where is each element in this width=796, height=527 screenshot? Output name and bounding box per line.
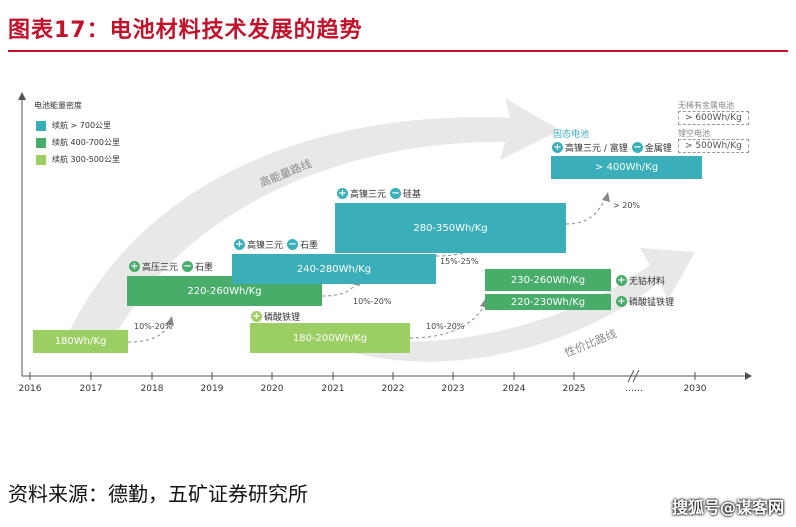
minus-icon: − — [287, 239, 299, 250]
tag-label: 石墨 — [300, 241, 319, 251]
axis-break-mark-2 — [632, 369, 640, 383]
legend-label: 续航 400-700公里 — [52, 138, 120, 147]
connector-2022-2023 — [409, 305, 485, 339]
connector-2024-2025 — [565, 197, 607, 225]
tag-label: 无钴材料 — [629, 277, 666, 287]
source-note: 资料来源：德勤，五矿证券研究所 — [8, 482, 308, 506]
bar-180: 180Wh/Kg — [33, 330, 128, 353]
time-axis-arrowhead — [745, 372, 752, 380]
minus-icon: − — [631, 142, 643, 153]
connector-arrowhead-1 — [166, 316, 174, 326]
plus-icon: + — [129, 261, 140, 272]
watermark: 搜狐号@谋客网 — [671, 498, 784, 517]
bar-280-350: 280-350Wh/Kg — [335, 203, 566, 253]
legend-label: 续航 300-500公里 — [52, 155, 120, 164]
year-label: 2020 — [260, 384, 284, 394]
y-axis-arrowhead — [18, 92, 26, 100]
year-label: 2023 — [441, 384, 465, 394]
future-label-1: 无稀有金属电池 — [678, 101, 734, 110]
year-label: 2021 — [321, 384, 345, 394]
percent-label: 10%-20% — [134, 322, 173, 331]
legend-swatch-teal — [36, 120, 46, 131]
future-value-2: > 500Wh/Kg — [678, 139, 749, 153]
year-label: 2018 — [140, 384, 164, 394]
year-label: 2019 — [200, 384, 224, 394]
tag-label: 磷酸锰铁锂 — [629, 298, 675, 308]
tag-2018: + 高压三元 − 石墨 — [129, 260, 213, 273]
future-value-1: > 600Wh/Kg — [678, 111, 749, 125]
legend-item-teal: 续航 > 700公里 — [36, 120, 111, 131]
tag-cobalt-free: + 无钴材料 — [616, 274, 665, 287]
tag-label: 石墨 — [195, 263, 214, 273]
bar-220-230: 220-230Wh/Kg — [485, 294, 611, 310]
tag-label: 高镍三元 — [350, 190, 387, 200]
tag-lfp: + 磷酸铁锂 — [251, 310, 300, 323]
tag-solid-state-title: 固态电池 — [553, 130, 590, 140]
title-divider — [8, 50, 788, 52]
tag-label: 高压三元 — [142, 263, 179, 273]
percent-label: 15%-25% — [440, 257, 479, 266]
percent-label: 10%-20% — [426, 322, 465, 331]
tag-label: 硅基 — [403, 190, 422, 200]
year-label: 2017 — [79, 384, 103, 394]
legend-item-lightgreen: 续航 300-500公里 — [36, 154, 120, 165]
year-ellipsis: …… — [625, 384, 643, 394]
plus-icon: + — [616, 275, 627, 286]
y-axis-label: 电池能量密度 — [34, 101, 82, 110]
tag-2020: + 高镍三元 − 石墨 — [234, 238, 318, 251]
tag-label: 高镍三元 — [247, 241, 284, 251]
year-label: 2022 — [381, 384, 405, 394]
future-label-2: 锂空电池 — [678, 129, 710, 138]
legend-label: 续航 > 700公里 — [52, 121, 112, 130]
bar-240-280: 240-280Wh/Kg — [232, 254, 436, 284]
tag-label: 磷酸铁锂 — [264, 313, 301, 323]
tag-label: 高镍三元 / 富锂 — [565, 144, 628, 154]
year-label: 2024 — [502, 384, 526, 394]
high-energy-route-arrow — [70, 98, 560, 345]
bar-180-200: 180-200Wh/Kg — [250, 323, 410, 353]
year-ticks — [29, 372, 696, 380]
plus-icon: + — [337, 188, 348, 199]
tag-label: 金属锂 — [644, 144, 672, 154]
tag-2021: + 高镍三元 − 硅基 — [337, 187, 421, 200]
tag-2025: + 高镍三元 / 富锂 − 金属锂 — [552, 141, 672, 154]
percent-label: > 20% — [613, 201, 641, 210]
year-label: 2025 — [562, 384, 586, 394]
plus-icon: + — [251, 311, 262, 322]
percent-label: 10%-20% — [353, 297, 392, 306]
bar-400: > 400Wh/Kg — [551, 156, 702, 179]
minus-icon: − — [390, 188, 402, 199]
legend-swatch-green — [36, 137, 46, 148]
tag-lmfp: + 磷酸锰铁锂 — [616, 295, 674, 308]
bar-230-260: 230-260Wh/Kg — [485, 269, 611, 291]
page-title: 图表17：电池材料技术发展的趋势 — [8, 18, 363, 43]
year-label: 2030 — [683, 384, 707, 394]
plus-icon: + — [616, 296, 627, 307]
connector-arrowhead-5 — [602, 192, 610, 202]
plus-icon: + — [234, 239, 245, 250]
axis-break-mark-1 — [627, 369, 635, 383]
minus-icon: − — [182, 261, 194, 272]
legend-swatch-lightgreen — [36, 154, 46, 165]
legend-item-green: 续航 400-700公里 — [36, 137, 120, 148]
connector-2020-2021 — [321, 281, 357, 297]
year-label: 2016 — [18, 384, 42, 394]
plus-icon: + — [552, 142, 563, 153]
